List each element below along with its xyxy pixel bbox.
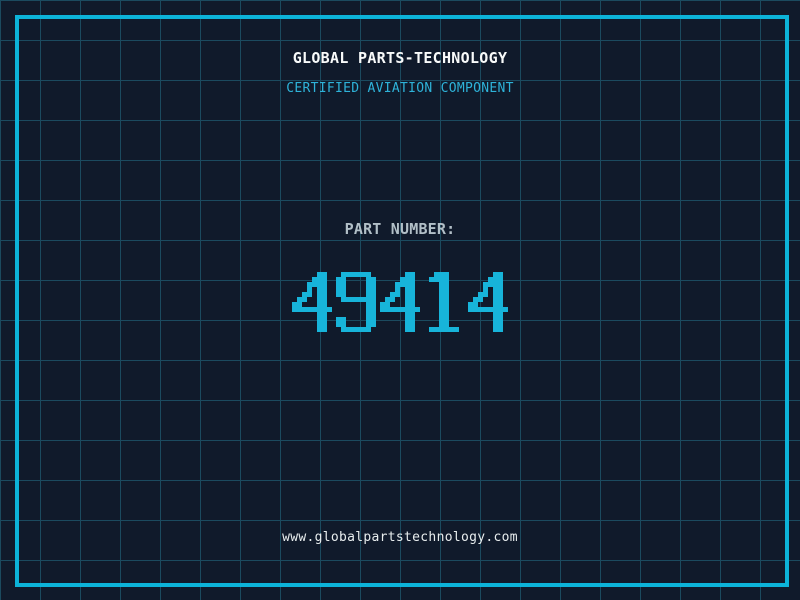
website-url: www.globalpartstechnology.com <box>282 530 518 545</box>
part-number-label: PART NUMBER: <box>344 220 456 238</box>
border-frame <box>15 15 789 587</box>
certification-subtitle: CERTIFIED AVIATION COMPONENT <box>286 81 514 96</box>
part-number-value <box>0 272 800 332</box>
company-title: GLOBAL PARTS-TECHNOLOGY <box>292 49 508 67</box>
